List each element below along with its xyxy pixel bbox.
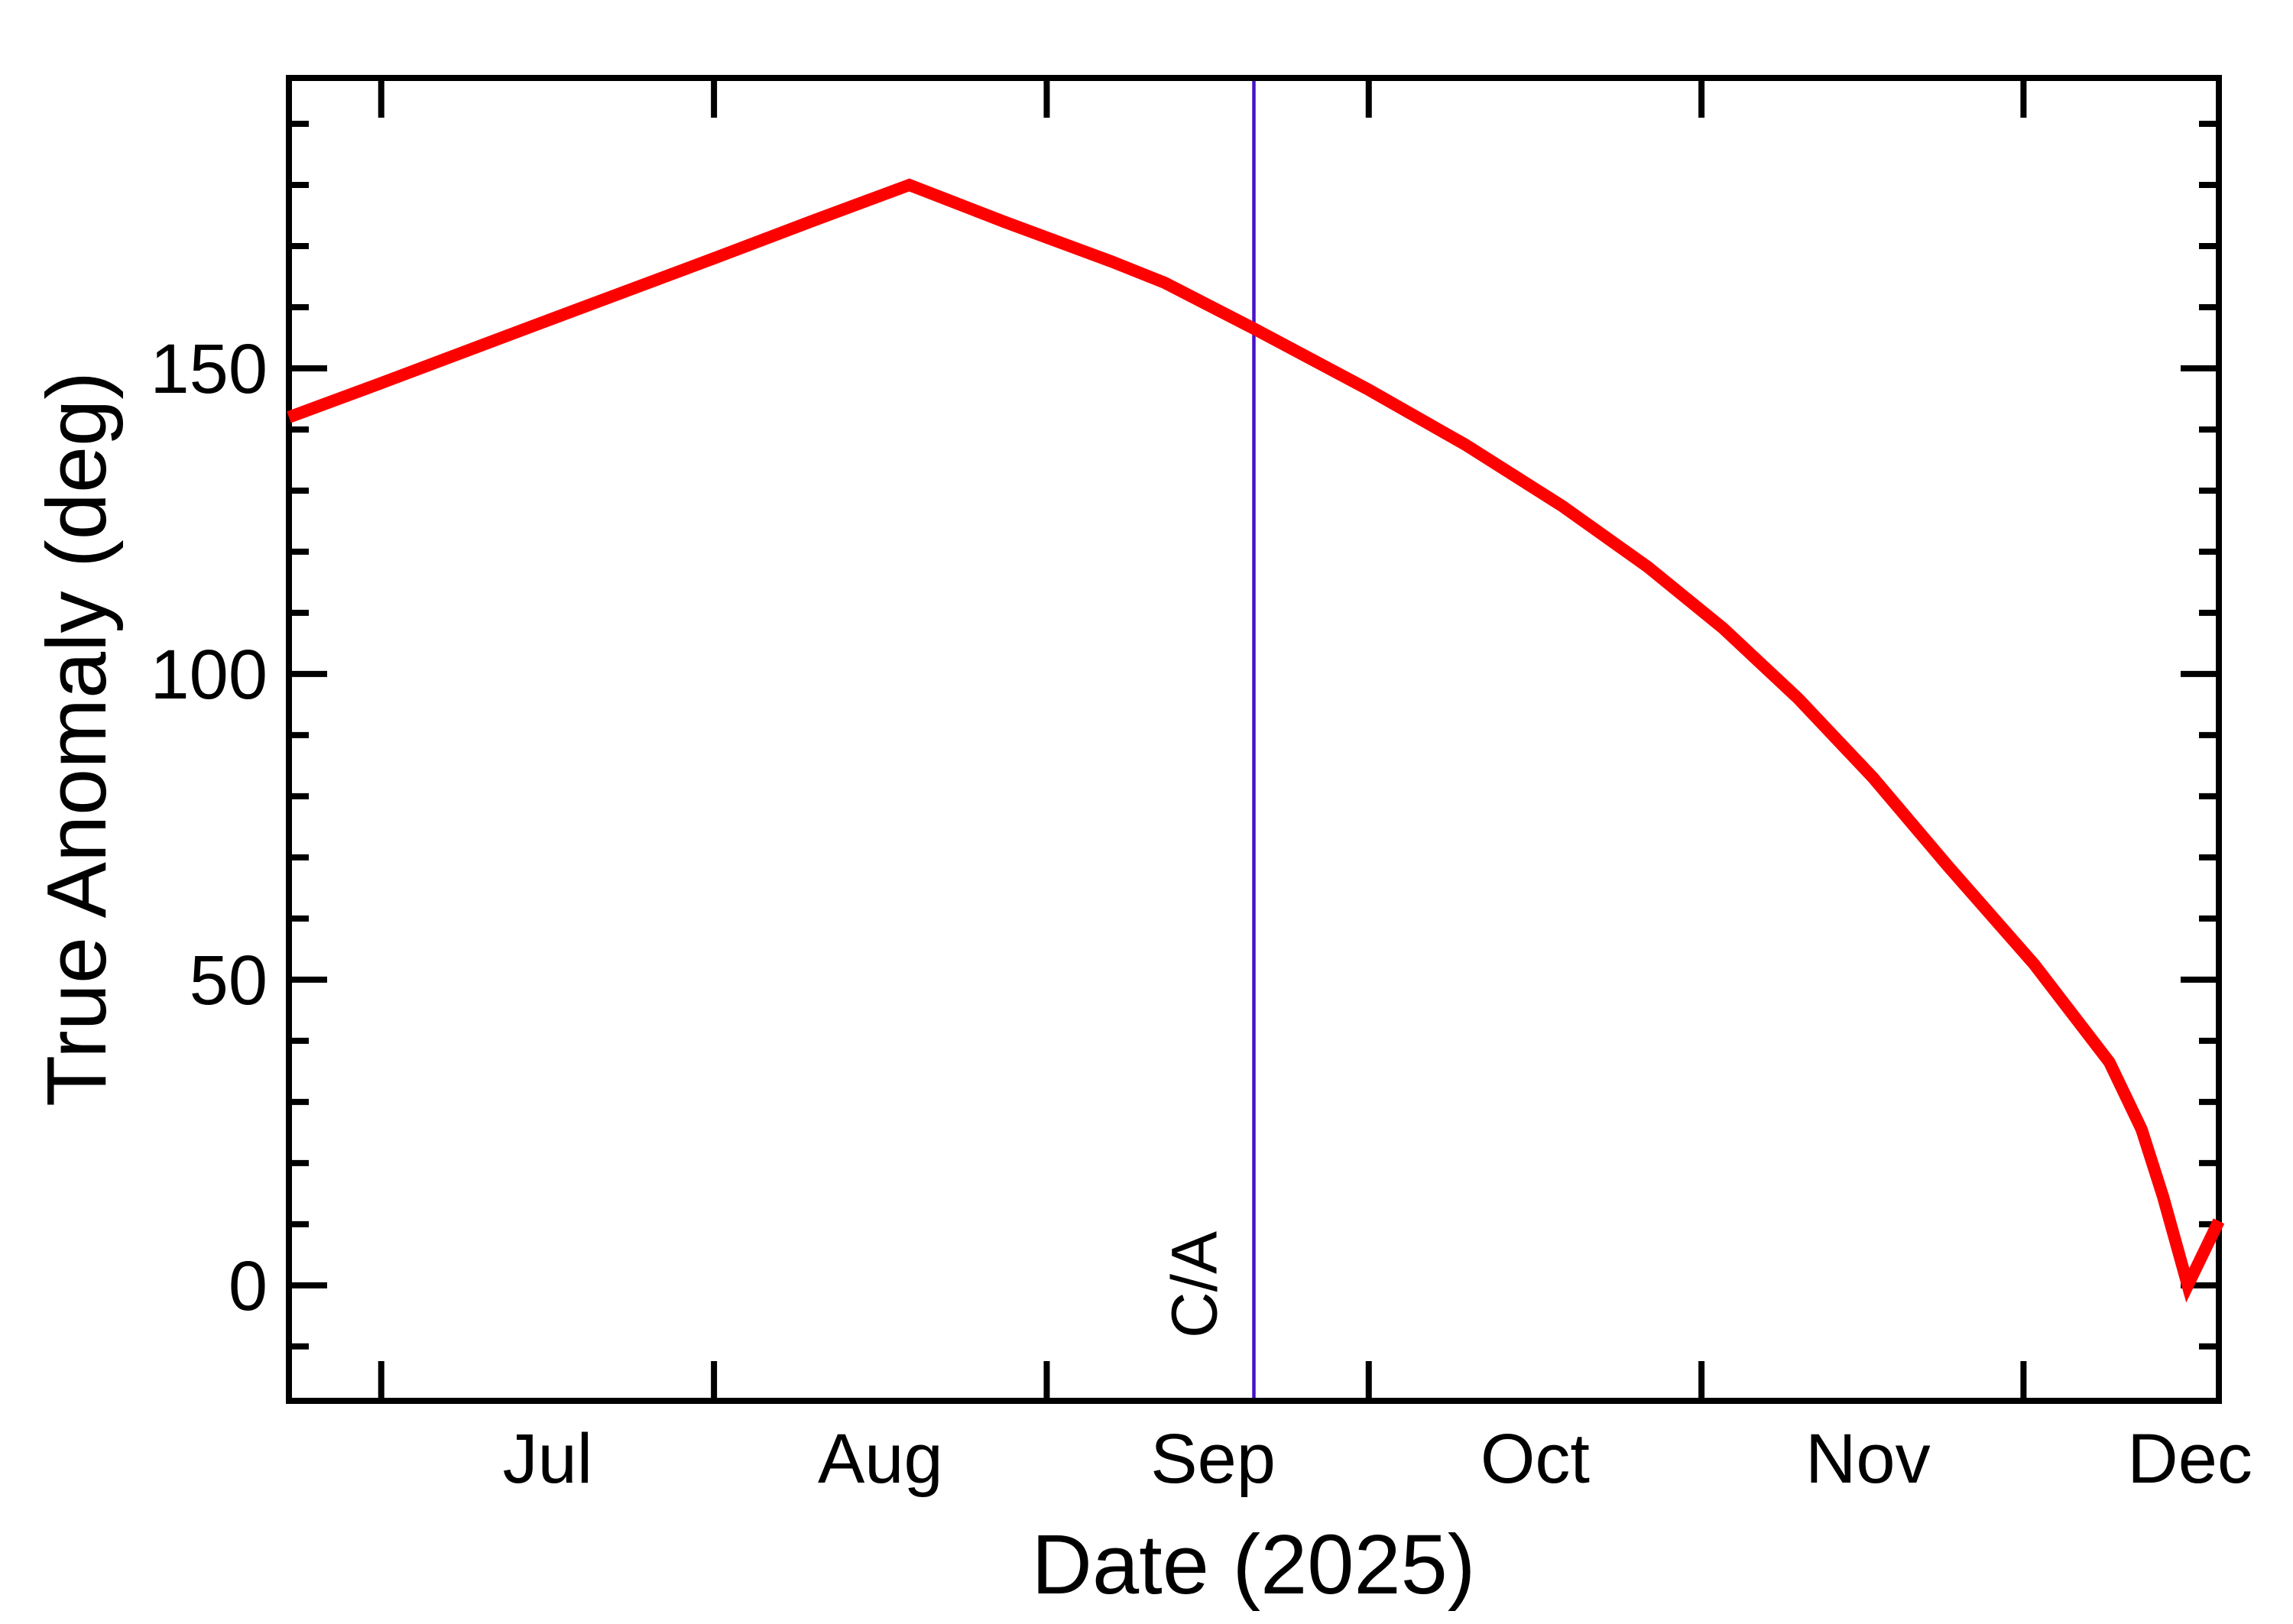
x-month-label: Oct <box>1481 1420 1590 1498</box>
series-layer <box>287 178 2225 1303</box>
x-axis-title: Date (2025) <box>1032 1518 1476 1612</box>
x-month-label: Nov <box>1805 1420 1931 1498</box>
x-month-label: Sep <box>1150 1420 1276 1498</box>
x-month-label: Jul <box>503 1420 593 1498</box>
y-tick-label: 50 <box>190 942 268 1019</box>
tick-label-layer: 0 50 100 150 Jul Aug Sep Oct Nov Dec <box>151 330 2252 1498</box>
plot-border <box>286 75 2222 1404</box>
y-tick-label: 0 <box>229 1247 268 1325</box>
y-tick-label: 100 <box>151 636 268 714</box>
closest-approach-label: C/A <box>1159 1231 1231 1338</box>
x-month-label: Aug <box>818 1420 943 1498</box>
x-month-label: Dec <box>2127 1420 2252 1498</box>
y-axis-title: True Anomaly (deg) <box>30 371 124 1107</box>
axes-layer <box>286 75 2222 1404</box>
true-anomaly-curve <box>287 178 2225 1303</box>
y-tick-label: 150 <box>151 330 268 408</box>
